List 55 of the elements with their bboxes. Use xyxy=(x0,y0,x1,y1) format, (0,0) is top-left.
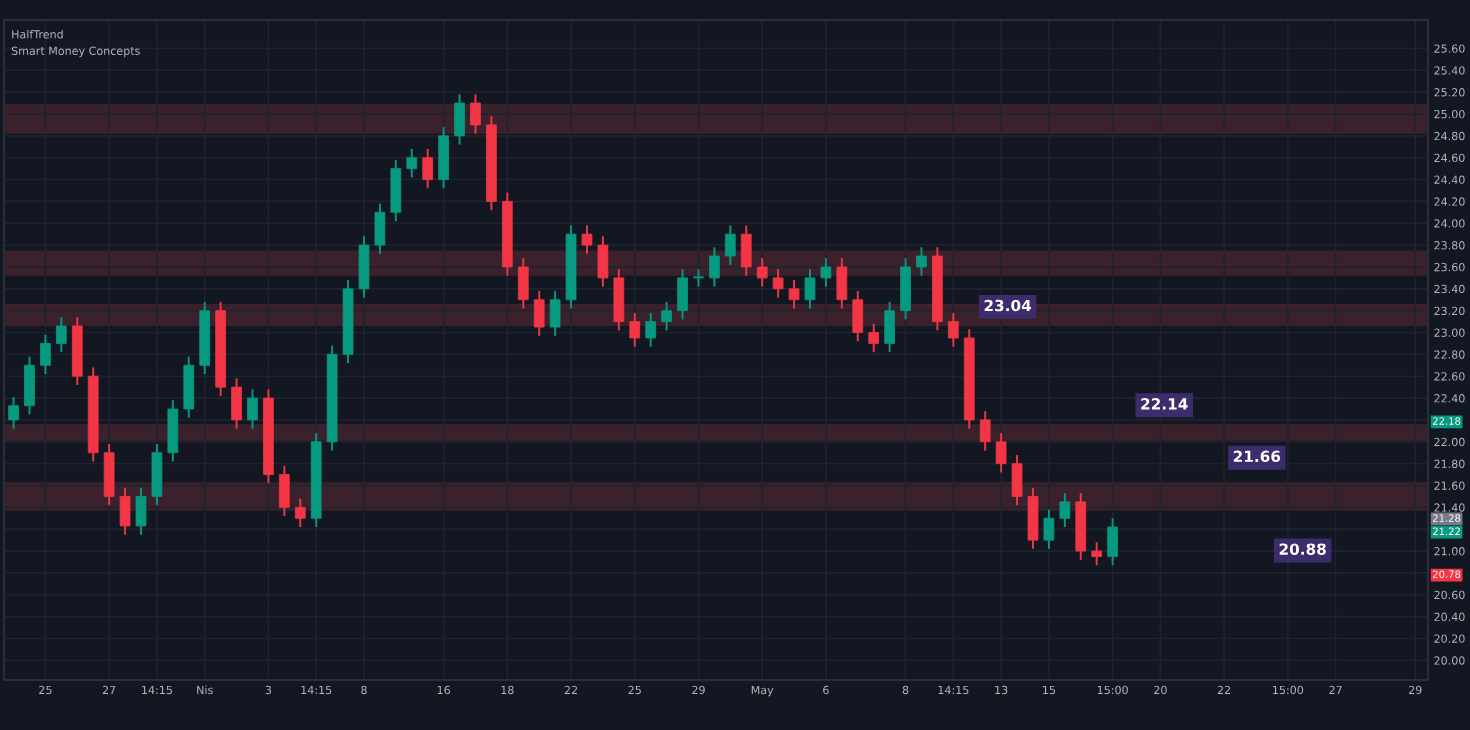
candlestick xyxy=(724,224,736,266)
candlestick xyxy=(613,268,625,332)
candlestick xyxy=(709,246,720,288)
candlestick xyxy=(884,300,895,354)
candlestick xyxy=(740,224,752,277)
candlestick xyxy=(900,257,911,321)
candlestick xyxy=(852,290,864,343)
candlestick xyxy=(979,410,991,452)
candlestick xyxy=(1011,453,1023,507)
candlestick xyxy=(103,443,115,507)
candlestick xyxy=(1107,517,1118,567)
candlestick xyxy=(294,497,306,528)
candlestick xyxy=(517,257,529,310)
candlestick xyxy=(772,268,784,299)
candlestick xyxy=(1027,486,1039,550)
candlestick xyxy=(804,268,816,310)
candlestick xyxy=(135,486,147,536)
candlestick xyxy=(247,388,258,430)
candlestick xyxy=(231,377,242,430)
candlestick xyxy=(438,126,449,190)
candlestick xyxy=(8,396,19,430)
candlestick xyxy=(454,93,465,146)
candlestick xyxy=(677,268,688,321)
candlestick xyxy=(661,300,672,332)
candlestick xyxy=(788,279,800,310)
candlestick xyxy=(947,311,959,348)
candlestick xyxy=(533,290,545,337)
candlestick xyxy=(167,399,179,463)
candlestick xyxy=(151,443,163,507)
candlestick xyxy=(1059,492,1071,528)
candlestick xyxy=(836,257,848,310)
candlestick xyxy=(358,235,370,299)
candlestick xyxy=(916,246,927,277)
candlestick xyxy=(581,224,593,255)
candlestick xyxy=(55,316,67,354)
candlestick xyxy=(119,486,131,536)
candlestick xyxy=(597,235,609,288)
candlestick xyxy=(820,257,832,288)
candlestick xyxy=(183,355,195,419)
candlestick xyxy=(422,147,434,190)
candlestick xyxy=(995,432,1007,474)
candlestick xyxy=(1091,541,1103,567)
candlestick xyxy=(868,322,880,354)
candlestick xyxy=(40,333,51,376)
candlestick xyxy=(756,257,768,288)
candlestick xyxy=(390,158,402,223)
candlestick xyxy=(374,202,386,255)
candlestick xyxy=(406,147,418,179)
candlestick xyxy=(549,290,561,337)
candlestick xyxy=(629,311,641,348)
candlestick xyxy=(278,464,290,518)
candlestick xyxy=(1043,508,1055,550)
candlestick xyxy=(470,93,481,135)
candlestick xyxy=(24,355,35,416)
candlestick xyxy=(645,311,657,348)
